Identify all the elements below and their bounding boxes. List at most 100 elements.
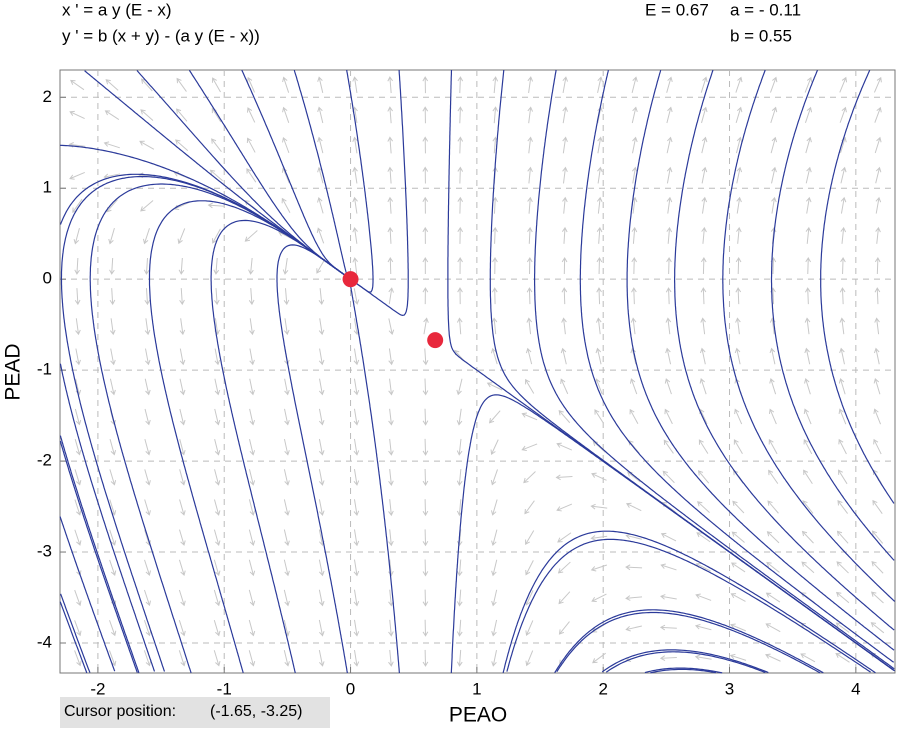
- field-arrow: [665, 317, 672, 335]
- field-arrow: [179, 529, 186, 546]
- field-arrow: [527, 136, 533, 154]
- field-arrow: [456, 529, 463, 547]
- trajectory: [644, 667, 723, 674]
- field-arrow: [422, 589, 429, 607]
- field-arrow: [387, 166, 394, 184]
- field-arrow: [625, 502, 642, 512]
- field-arrow: [353, 589, 360, 607]
- x-tick-label: 1: [472, 679, 481, 698]
- trajectory: [650, 668, 717, 674]
- plot-layer: [59, 69, 896, 674]
- field-arrow: [491, 649, 498, 667]
- field-arrow: [213, 619, 221, 637]
- field-arrow: [422, 76, 429, 94]
- field-arrow: [318, 649, 325, 667]
- field-arrow: [178, 559, 186, 577]
- field-arrow: [805, 196, 812, 214]
- field-arrow: [491, 589, 498, 607]
- field-arrow: [804, 378, 811, 395]
- field-arrow: [423, 317, 429, 335]
- field-arrow: [736, 166, 743, 184]
- field-arrow: [525, 560, 534, 576]
- x-tick-label: 2: [598, 679, 607, 698]
- field-arrow: [422, 257, 429, 274]
- field-arrow: [560, 378, 569, 395]
- field-arrow: [556, 442, 573, 451]
- trajectory: [352, 69, 409, 317]
- field-arrow: [558, 621, 570, 635]
- field-arrow: [525, 650, 534, 667]
- field-arrow: [388, 408, 394, 426]
- field-arrow: [804, 347, 811, 365]
- field-arrow: [248, 619, 256, 637]
- field-arrow: [525, 530, 535, 546]
- field-arrow: [283, 559, 290, 577]
- field-arrow: [874, 287, 881, 305]
- field-arrow: [247, 76, 256, 93]
- field-arrow: [491, 529, 498, 547]
- field-arrow: [456, 378, 463, 396]
- field-arrow: [281, 197, 291, 213]
- field-arrow: [524, 500, 535, 515]
- field-arrow: [632, 136, 638, 154]
- field-arrow: [74, 589, 82, 607]
- trajectory: [59, 601, 88, 674]
- field-arrow: [525, 378, 535, 394]
- field-arrow: [140, 109, 154, 121]
- field-arrow: [109, 559, 117, 576]
- field-arrow: [766, 561, 780, 573]
- field-arrow: [629, 408, 639, 424]
- field-arrow: [142, 228, 150, 245]
- field-arrow: [74, 469, 82, 486]
- field-arrow: [555, 474, 573, 481]
- field-arrow: [246, 107, 256, 123]
- field-arrow: [422, 348, 429, 366]
- field-arrow: [666, 166, 673, 184]
- field-arrow: [246, 137, 256, 153]
- field-arrow: [597, 76, 603, 93]
- x-tick-label: -2: [90, 679, 105, 698]
- equation: x ' = a y (E - x): [62, 0, 172, 19]
- field-arrow: [837, 499, 849, 514]
- plot-area: [59, 69, 896, 674]
- field-arrow: [248, 650, 256, 667]
- field-arrow: [803, 469, 813, 484]
- field-arrow: [353, 438, 360, 456]
- y-tick-label: 2: [43, 87, 52, 106]
- field-arrow: [387, 226, 394, 244]
- field-arrow: [873, 347, 880, 365]
- trajectory: [770, 69, 895, 561]
- parameter: E = 0.67: [645, 0, 709, 19]
- field-arrow: [318, 318, 325, 336]
- x-tick-label: -1: [217, 679, 232, 698]
- field-arrow: [527, 166, 533, 184]
- field-arrow: [317, 166, 324, 184]
- field-arrow: [352, 196, 358, 214]
- trajectory: [59, 516, 116, 672]
- trajectory: [534, 69, 895, 670]
- field-arrow: [631, 226, 638, 244]
- field-arrow: [352, 76, 358, 94]
- field-arrow: [561, 257, 568, 274]
- field-arrow: [109, 529, 117, 546]
- field-arrow: [491, 287, 498, 305]
- field-arrow: [214, 378, 221, 396]
- field-arrow: [625, 625, 642, 632]
- field-arrow: [214, 348, 221, 366]
- field-arrow: [526, 287, 533, 305]
- field-arrow: [144, 439, 151, 456]
- field-arrow: [729, 653, 747, 661]
- trajectory: [188, 69, 349, 279]
- field-arrow: [209, 169, 223, 182]
- field-arrow: [422, 196, 429, 214]
- field-arrow: [422, 226, 429, 244]
- field-arrow: [70, 79, 85, 91]
- y-tick-label: -1: [37, 360, 52, 379]
- field-arrow: [353, 649, 360, 667]
- field-arrow: [388, 469, 394, 486]
- field-arrow: [387, 196, 394, 214]
- field-arrow: [109, 439, 117, 456]
- field-arrow: [456, 589, 463, 607]
- field-arrow: [318, 499, 325, 516]
- field-arrow: [456, 469, 463, 486]
